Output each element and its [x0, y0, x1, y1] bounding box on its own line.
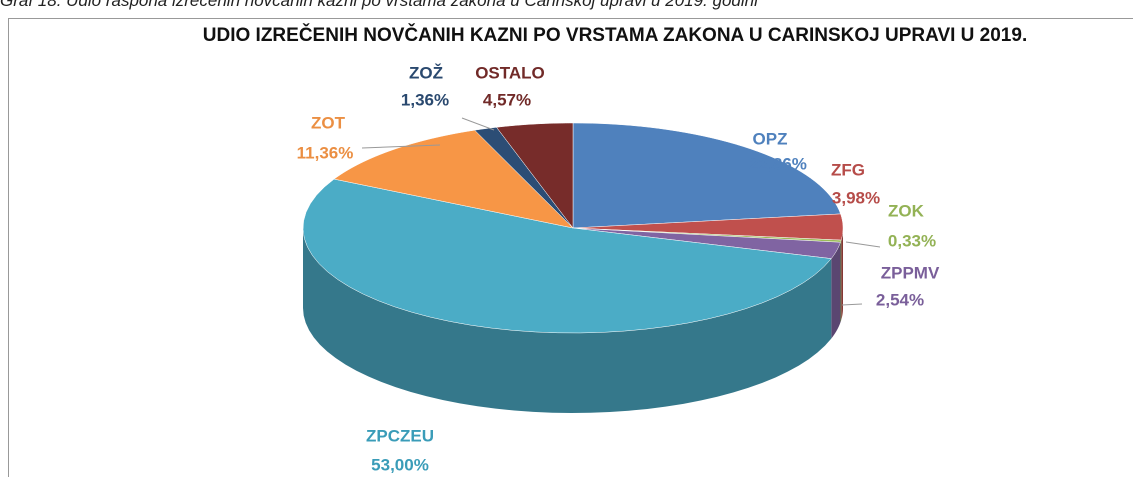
value-label: 3,98% — [832, 188, 880, 207]
slice — [302, 178, 832, 334]
category-label: ZPPMV — [881, 263, 940, 282]
slice — [333, 129, 574, 229]
value-label: 11,36% — [297, 143, 354, 162]
slice-side — [303, 228, 832, 413]
value-label: 2,54% — [876, 290, 924, 309]
category-label: ZOŽ — [409, 63, 443, 82]
category-label: ZOT — [311, 113, 346, 132]
value-label: 53,00% — [371, 455, 429, 474]
value-label: 22,86% — [749, 154, 807, 173]
leader-line — [461, 117, 495, 131]
leader-line — [361, 144, 441, 149]
leader-line — [841, 303, 863, 306]
slice — [496, 122, 574, 229]
slice — [572, 122, 841, 229]
category-label: ZFG — [831, 160, 865, 179]
value-label: 0,33% — [888, 231, 936, 250]
leader-line — [845, 241, 881, 248]
slice-side — [841, 228, 843, 321]
category-label: ZOK — [888, 201, 925, 220]
value-label: 1,36% — [401, 90, 449, 109]
chart-title: UDIO IZREČENIH NOVČANIH KAZNI PO VRSTAMA… — [202, 25, 1028, 46]
slice-side — [831, 242, 841, 339]
caption: Graf 18. Udio raspona izrečenih novčanih… — [0, 0, 758, 10]
category-label: OPZ — [753, 129, 788, 148]
slice — [572, 227, 841, 259]
category-label: OSTALO — [475, 63, 545, 82]
category-label: ZPCZEU — [366, 426, 434, 445]
slice — [474, 127, 574, 229]
slice — [572, 213, 844, 241]
chart-frame — [8, 18, 1133, 477]
value-label: 4,57% — [483, 90, 531, 109]
slice-side — [840, 240, 842, 323]
